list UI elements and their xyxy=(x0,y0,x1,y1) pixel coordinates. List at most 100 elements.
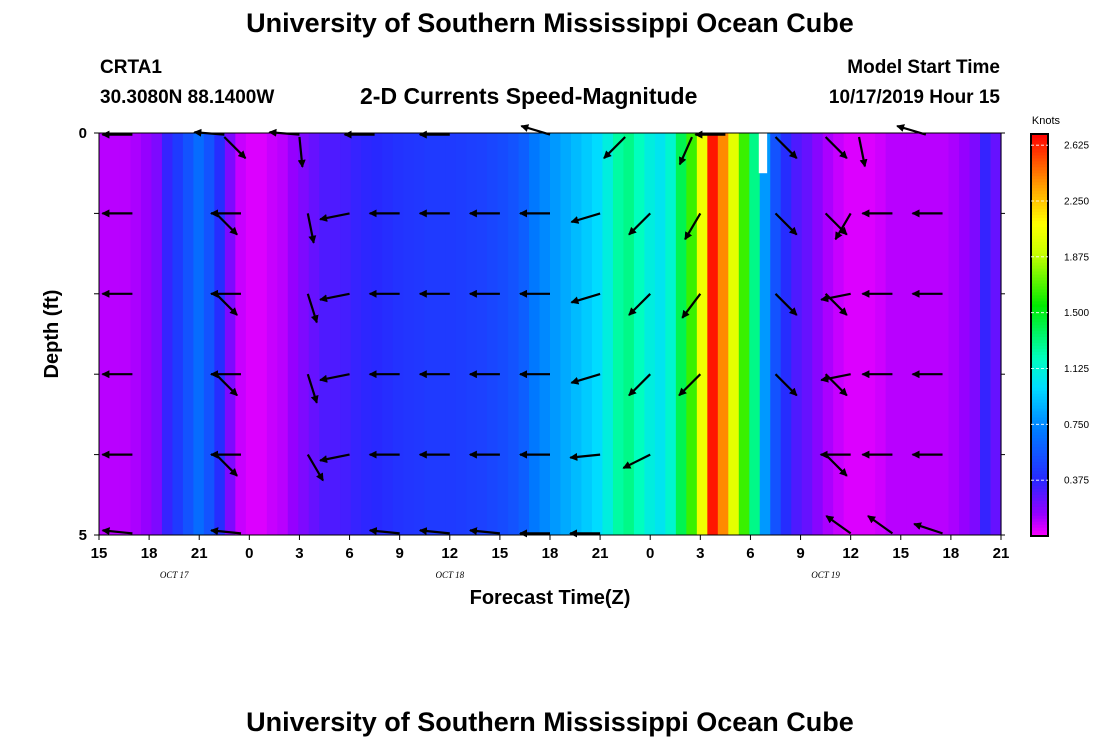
colorbar-cell xyxy=(1031,399,1048,403)
heatmap-cell xyxy=(413,133,425,535)
x-tick-label: 6 xyxy=(345,545,353,562)
colorbar-cell xyxy=(1031,402,1048,406)
colorbar-cell xyxy=(1031,151,1048,156)
colorbar-cell xyxy=(1031,434,1048,439)
colorbar-cell xyxy=(1031,375,1048,379)
x-axis-label: Forecast Time(Z) xyxy=(470,587,631,609)
colorbar-cell xyxy=(1031,452,1048,457)
x-tick-label: 3 xyxy=(696,545,704,562)
colorbar-cell xyxy=(1031,157,1048,162)
heatmap-cell xyxy=(455,133,467,535)
colorbar-cell xyxy=(1031,354,1048,358)
colorbar-cell xyxy=(1031,148,1048,153)
heatmap-cell xyxy=(581,133,593,535)
current-vector xyxy=(319,453,350,464)
current-vector xyxy=(825,515,852,535)
heatmap-cell xyxy=(130,133,142,535)
heatmap-cell xyxy=(298,133,310,535)
station-coordinates: 30.3080N 88.1400W xyxy=(100,87,275,108)
current-vector xyxy=(418,527,450,536)
heatmap-cell xyxy=(277,133,289,535)
heatmap-cell xyxy=(780,133,792,535)
heatmap-cell xyxy=(151,133,163,535)
colorbar-cell xyxy=(1031,521,1048,525)
colorbar-cell xyxy=(1031,172,1048,177)
colorbar-cell xyxy=(1031,372,1048,376)
colorbar-cell xyxy=(1031,518,1048,522)
colorbar-cell xyxy=(1031,154,1048,159)
heatmap-cell xyxy=(885,133,897,535)
colorbar-cell xyxy=(1031,220,1048,224)
current-vector xyxy=(622,453,651,469)
colorbar-cell xyxy=(1031,181,1048,186)
colorbar-cell xyxy=(1031,199,1048,204)
colorbar-cell xyxy=(1031,384,1048,388)
colorbar-cell xyxy=(1031,279,1048,284)
date-label: OCT 19 xyxy=(811,570,840,580)
colorbar-cell xyxy=(1031,259,1048,263)
colorbar-cell xyxy=(1031,163,1048,168)
colorbar-cell xyxy=(1031,464,1048,469)
colorbar-cell xyxy=(1031,160,1048,165)
colorbar-cell xyxy=(1031,238,1048,242)
current-vector xyxy=(857,136,868,168)
heatmap-cell xyxy=(361,133,373,535)
colorbar-cell xyxy=(1031,136,1048,141)
current-vector xyxy=(306,293,319,324)
current-vector xyxy=(570,373,601,385)
current-vector xyxy=(678,373,702,397)
colorbar-cell xyxy=(1031,321,1048,326)
current-vector xyxy=(319,373,350,383)
current-vector xyxy=(774,373,798,397)
heatmap-cell xyxy=(570,133,583,535)
heatmap-cell xyxy=(728,133,740,535)
colorbar-cell xyxy=(1031,443,1048,448)
heatmap-cell xyxy=(392,133,404,535)
colorbar-cell xyxy=(1031,357,1048,361)
current-vector xyxy=(824,136,848,159)
heatmap-cell xyxy=(319,133,331,535)
heatmap-cell xyxy=(696,133,708,535)
heatmap-cell xyxy=(749,133,761,535)
model-start-label: Model Start Time xyxy=(847,57,1000,78)
colorbar-cell xyxy=(1031,360,1048,364)
colorbar-tick-label: 2.625 xyxy=(1064,141,1089,152)
heatmap-cell xyxy=(266,133,278,535)
heatmap-cell xyxy=(508,133,520,535)
y-axis: 05 xyxy=(79,125,1005,544)
x-tick-label: 12 xyxy=(441,545,458,562)
colorbar-cell xyxy=(1031,247,1048,251)
heatmap-cell xyxy=(287,133,299,535)
colorbar-cell xyxy=(1031,416,1048,421)
heatmap-cell xyxy=(308,133,320,535)
y-tick-label: 0 xyxy=(79,125,87,142)
colorbar-cell xyxy=(1031,324,1048,329)
colorbar-cell xyxy=(1031,348,1048,352)
colorbar: 2.625 2.250 1.875 1.500 1.125 0.750 0.375 xyxy=(1030,133,1089,537)
x-tick-label: 21 xyxy=(191,545,208,562)
current-vector xyxy=(368,527,400,536)
colorbar-cell xyxy=(1031,425,1048,430)
heatmap-cell xyxy=(864,133,876,535)
colorbar-cell xyxy=(1031,190,1048,195)
heatmap-cell xyxy=(109,133,121,535)
current-vector xyxy=(684,212,702,241)
heatmap-cell xyxy=(403,133,415,535)
date-label: OCT 18 xyxy=(435,570,464,580)
x-tick-label: 21 xyxy=(993,545,1010,562)
colorbar-cell xyxy=(1031,336,1048,341)
colorbar-cell xyxy=(1031,467,1048,472)
colorbar-cell xyxy=(1031,244,1048,248)
current-vector xyxy=(319,292,350,303)
heatmap-cell xyxy=(497,133,509,535)
current-vector xyxy=(681,293,702,319)
colorbar-cell xyxy=(1031,300,1048,305)
colorbar-cell xyxy=(1031,431,1048,436)
colorbar-cell xyxy=(1031,494,1048,498)
current-vector xyxy=(319,212,350,222)
x-tick-label: 18 xyxy=(542,545,559,562)
heatmap-cell xyxy=(560,133,572,535)
current-vector xyxy=(913,522,943,535)
heatmap-cell xyxy=(445,133,457,535)
